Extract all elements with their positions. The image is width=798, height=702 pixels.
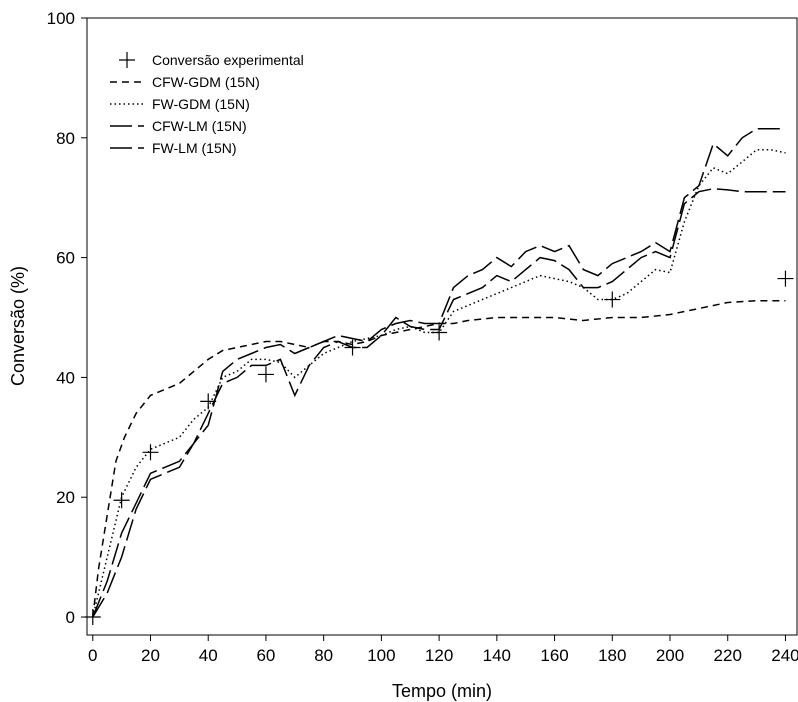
legend-swatch (119, 52, 135, 68)
x-tick-label: 0 (88, 646, 97, 665)
legend-item: FW-GDM (15N) (110, 96, 250, 112)
legend: Conversão experimental CFW-GDM (15N) FW-GD… (110, 52, 304, 156)
legend-label: CFW-LM (15N) (152, 118, 247, 134)
y-tick-label: 40 (56, 368, 75, 387)
x-tick-label: 180 (598, 646, 626, 665)
plot-area (86, 17, 798, 636)
x-tick-label: 40 (199, 646, 218, 665)
legend-item: FW-LM (15N) (110, 140, 237, 156)
data-point-marker (777, 270, 794, 287)
series-line (92, 149, 786, 618)
series-2 (92, 299, 786, 618)
x-tick-label: 200 (656, 646, 684, 665)
y-tick-label: 60 (56, 249, 75, 268)
legend-item: Conversão experimental (119, 52, 304, 68)
series-group (84, 128, 794, 626)
legend-item: CFW-LM (15N) (110, 118, 247, 134)
series-3 (92, 149, 786, 618)
series-line (92, 187, 786, 618)
x-tick-label: 240 (771, 646, 798, 665)
legend-label: FW-GDM (15N) (152, 96, 250, 112)
x-tick-label: 160 (540, 646, 568, 665)
x-tick-label: 80 (314, 646, 333, 665)
x-tick-label: 140 (483, 646, 511, 665)
x-tick-label: 60 (256, 646, 275, 665)
y-axis-label: Conversão (%) (8, 266, 28, 386)
legend-item: CFW-GDM (15N) (110, 74, 260, 90)
legend-label: FW-LM (15N) (152, 140, 237, 156)
y-tick-label: 20 (56, 488, 75, 507)
x-axis-label: Tempo (min) (392, 681, 492, 701)
legend-label: CFW-GDM (15N) (152, 74, 260, 90)
x-tick-label: 120 (425, 646, 453, 665)
data-point-marker (113, 492, 130, 509)
x-tick-label: 220 (714, 646, 742, 665)
axis-ticks: 0 20 40 60 80 100 120 140 160 180 200 220 240 0 20 40 60… (47, 9, 798, 665)
y-tick-label: 0 (66, 608, 75, 627)
series-line (92, 299, 786, 618)
y-tick-label: 80 (56, 129, 75, 148)
y-tick-label: 100 (47, 9, 75, 28)
series-5 (92, 187, 786, 618)
x-tick-label: 100 (367, 646, 395, 665)
legend-label: Conversão experimental (152, 52, 304, 68)
series-line (92, 128, 786, 618)
series-4 (92, 128, 786, 618)
data-point-marker (257, 366, 274, 383)
x-tick-label: 20 (141, 646, 160, 665)
data-point-marker (142, 444, 159, 461)
